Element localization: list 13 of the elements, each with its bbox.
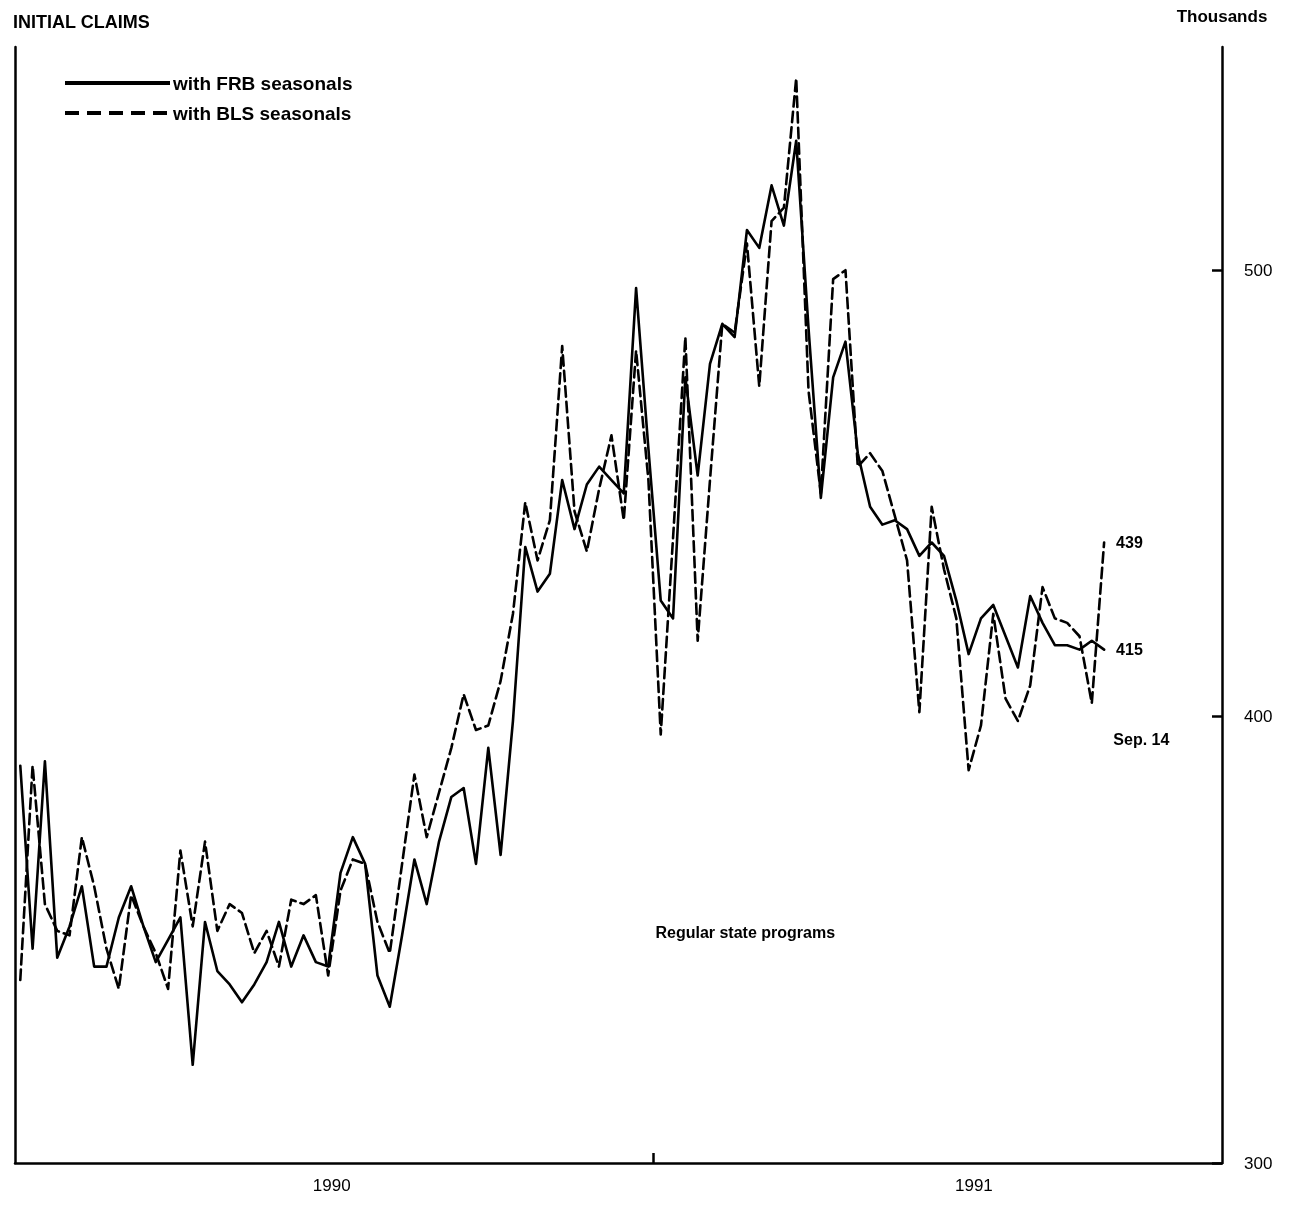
x-tick-label: 1991 bbox=[955, 1176, 993, 1195]
y-tick-label: 300 bbox=[1244, 1153, 1273, 1173]
y-tick-label: 400 bbox=[1244, 707, 1273, 727]
annotation: Sep. 14 bbox=[1113, 731, 1170, 749]
annotation: 439 bbox=[1116, 534, 1143, 551]
y-tick-label: 500 bbox=[1244, 260, 1273, 280]
annotation: Regular state programs bbox=[655, 923, 836, 941]
y-axis-title: Thousands bbox=[1176, 7, 1268, 26]
legend-label: with FRB seasonals bbox=[172, 72, 353, 94]
x-tick-label: 1990 bbox=[312, 1176, 351, 1195]
annotation: 415 bbox=[1116, 641, 1143, 659]
chart-title: INITIAL CLAIMS bbox=[13, 12, 150, 32]
legend-label: with BLS seasonals bbox=[172, 102, 352, 124]
